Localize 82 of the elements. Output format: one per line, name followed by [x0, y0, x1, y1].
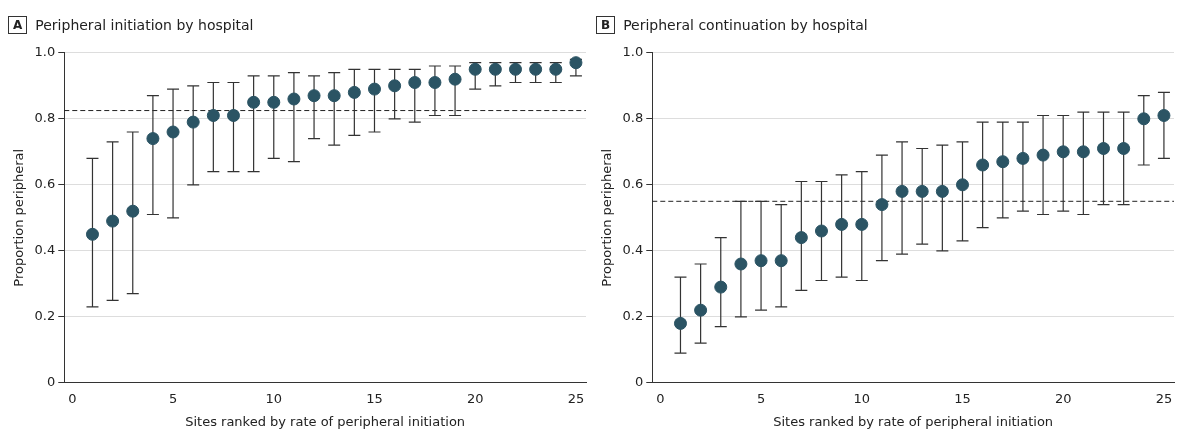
y-tick-label: 1.0 [34, 44, 56, 60]
y-tick-label: 0 [634, 374, 644, 390]
x-tick-label: 25 [1155, 390, 1173, 406]
x-axis-title: Sites ranked by rate of peripheral initiation [773, 413, 1054, 429]
point [186, 115, 200, 129]
point [569, 56, 583, 70]
point [267, 95, 281, 109]
point [448, 72, 462, 86]
x-tick-label: 10 [265, 390, 283, 406]
point [895, 184, 909, 198]
y-tick-label: 0.6 [622, 176, 644, 192]
x-tick-label: 0 [656, 390, 665, 406]
chart-title: Peripheral continuation by hospital [623, 17, 868, 33]
point [1076, 145, 1090, 159]
point [287, 92, 301, 106]
point [408, 76, 422, 89]
x-axis-title: Sites ranked by rate of peripheral initiation [185, 413, 466, 429]
point [734, 257, 748, 271]
point [694, 303, 708, 317]
y-tick-label: 0.4 [622, 242, 644, 258]
point [206, 109, 220, 122]
point [549, 62, 563, 76]
point [855, 217, 869, 231]
x-tick-label: 0 [68, 390, 77, 406]
point [814, 224, 828, 238]
point [468, 62, 482, 76]
point [226, 109, 240, 122]
x-tick-label: 15 [954, 390, 971, 406]
point [976, 158, 990, 172]
point [955, 178, 969, 192]
y-tick-label: 0.4 [34, 242, 56, 258]
point [247, 95, 261, 109]
point [1117, 142, 1131, 155]
point [307, 89, 321, 103]
point [935, 184, 949, 198]
y-tick-label: 0.2 [622, 308, 644, 324]
y-tick-label: 1.0 [622, 44, 644, 60]
point [529, 62, 543, 76]
point [996, 155, 1010, 169]
point [754, 254, 768, 268]
x-tick-label: 25 [567, 390, 585, 406]
point [714, 280, 728, 294]
point [367, 82, 381, 96]
text: A [8, 16, 28, 34]
point [106, 214, 120, 228]
x-tick-label: 15 [366, 390, 383, 406]
point [509, 62, 522, 76]
point [915, 184, 929, 198]
x-tick-label: 20 [466, 390, 484, 406]
point [774, 254, 788, 268]
point [428, 76, 442, 89]
point [347, 85, 361, 99]
point [1137, 112, 1151, 126]
x-tick-label: 10 [853, 390, 871, 406]
chart-title: Peripheral initiation by hospital [35, 17, 254, 33]
point [1056, 145, 1070, 159]
point [673, 316, 687, 330]
point [875, 198, 889, 212]
y-tick-label: 0.8 [34, 110, 56, 126]
y-tick-label: 0.2 [34, 308, 56, 324]
x-tick-label: 20 [1054, 390, 1072, 406]
y-axis-title: Proportion peripheral [599, 148, 615, 287]
y-tick-label: 0.8 [622, 110, 644, 126]
point [146, 132, 160, 146]
point [126, 204, 140, 218]
point [327, 89, 341, 103]
point [85, 227, 99, 241]
point [1016, 151, 1030, 165]
point [794, 231, 808, 245]
point [835, 217, 849, 231]
point [388, 79, 402, 93]
point [166, 125, 180, 139]
x-tick-label: 5 [756, 390, 766, 406]
y-tick-label: 0 [46, 374, 56, 390]
text: B [596, 16, 616, 34]
point [1157, 109, 1171, 122]
point [1036, 148, 1050, 162]
point [1097, 142, 1110, 155]
x-tick-label: 5 [168, 390, 178, 406]
point [488, 62, 502, 76]
y-axis-title: Proportion peripheral [11, 148, 27, 287]
y-tick-label: 0.6 [34, 176, 56, 192]
